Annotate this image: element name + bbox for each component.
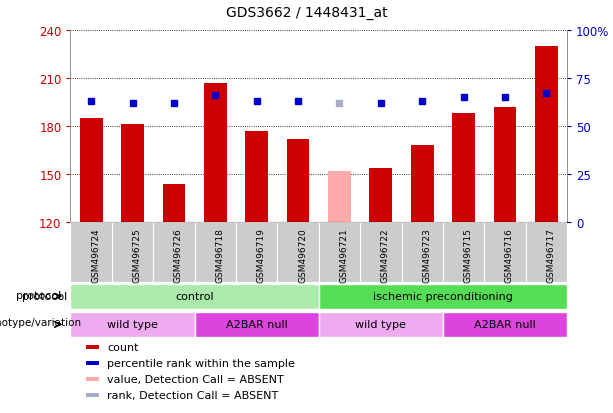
Bar: [328, 171, 351, 223]
Bar: [370, 168, 392, 223]
Text: GSM496721: GSM496721: [340, 228, 348, 282]
Bar: [121, 125, 144, 223]
Bar: [86, 393, 99, 397]
Bar: [402, 223, 443, 282]
FancyBboxPatch shape: [319, 312, 443, 337]
Bar: [245, 131, 268, 223]
Text: wild type: wild type: [356, 320, 406, 330]
Bar: [86, 377, 99, 381]
Bar: [443, 223, 484, 282]
FancyBboxPatch shape: [70, 284, 319, 309]
Bar: [86, 345, 99, 349]
Text: A2BAR null: A2BAR null: [474, 320, 536, 330]
FancyBboxPatch shape: [443, 312, 567, 337]
Text: GSM496724: GSM496724: [91, 228, 100, 282]
Text: protocol: protocol: [22, 292, 67, 301]
Bar: [535, 47, 558, 223]
Text: GSM496723: GSM496723: [422, 228, 431, 282]
Text: protocol: protocol: [16, 290, 61, 300]
Bar: [70, 223, 112, 282]
Bar: [360, 223, 402, 282]
Bar: [80, 119, 102, 223]
Text: A2BAR null: A2BAR null: [226, 320, 287, 330]
Bar: [195, 223, 236, 282]
Bar: [153, 223, 195, 282]
Bar: [277, 223, 319, 282]
Text: GSM496726: GSM496726: [174, 228, 183, 282]
Text: GSM496717: GSM496717: [546, 228, 555, 282]
Text: GSM496720: GSM496720: [298, 228, 307, 282]
Text: value, Detection Call = ABSENT: value, Detection Call = ABSENT: [107, 374, 284, 384]
Bar: [287, 140, 310, 223]
Text: GSM496725: GSM496725: [132, 228, 142, 282]
Bar: [526, 223, 567, 282]
FancyBboxPatch shape: [70, 312, 195, 337]
Bar: [112, 223, 153, 282]
Bar: [236, 223, 277, 282]
Text: GSM496722: GSM496722: [381, 228, 390, 282]
Text: control: control: [175, 292, 214, 301]
FancyBboxPatch shape: [319, 284, 567, 309]
Text: GSM496719: GSM496719: [257, 228, 265, 282]
FancyBboxPatch shape: [195, 312, 319, 337]
Bar: [452, 114, 475, 223]
Bar: [204, 83, 227, 223]
Bar: [319, 223, 360, 282]
Text: genotype/variation: genotype/variation: [0, 317, 82, 327]
Text: GSM496715: GSM496715: [463, 228, 473, 282]
Bar: [493, 107, 516, 223]
Text: percentile rank within the sample: percentile rank within the sample: [107, 358, 295, 368]
Text: GSM496718: GSM496718: [215, 228, 224, 282]
Text: GSM496716: GSM496716: [505, 228, 514, 282]
Text: ischemic preconditioning: ischemic preconditioning: [373, 292, 513, 301]
Bar: [162, 184, 185, 223]
Bar: [86, 361, 99, 366]
Bar: [411, 146, 433, 223]
Text: GDS3662 / 1448431_at: GDS3662 / 1448431_at: [226, 6, 387, 20]
Text: wild type: wild type: [107, 320, 158, 330]
Bar: [484, 223, 526, 282]
Text: rank, Detection Call = ABSENT: rank, Detection Call = ABSENT: [107, 390, 278, 400]
Text: count: count: [107, 342, 139, 352]
